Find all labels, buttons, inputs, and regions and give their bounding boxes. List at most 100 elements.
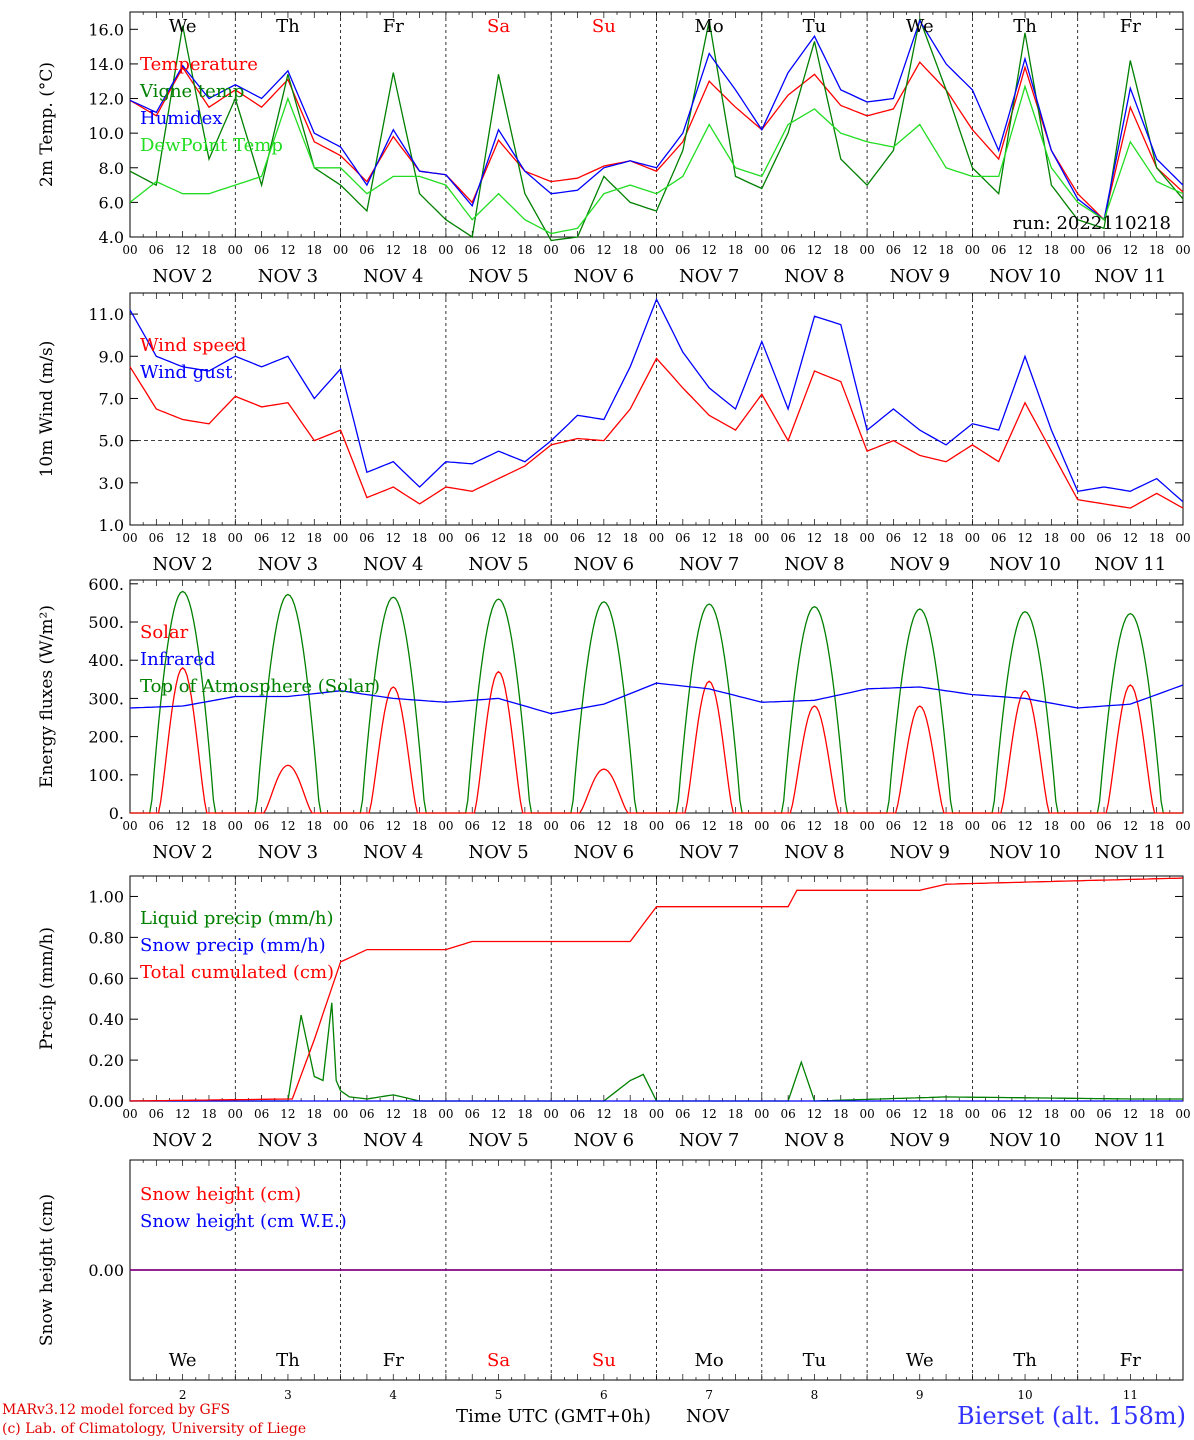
hour-tick-label: 06	[570, 243, 585, 257]
date-label: NOV 2	[152, 266, 212, 287]
legend-entry: Wind speed	[140, 335, 246, 356]
day-abbr: We	[169, 16, 197, 37]
hour-tick-label: 00	[438, 531, 453, 545]
hour-tick-label: 06	[570, 1107, 585, 1121]
hour-tick-label: 18	[201, 1107, 216, 1121]
hour-tick-label: 06	[359, 1107, 374, 1121]
hour-tick-label: 06	[149, 819, 164, 833]
hour-tick-label: 00	[965, 1107, 980, 1121]
hour-tick-label: 00	[438, 819, 453, 833]
day-number: 7	[705, 1388, 713, 1402]
hour-tick-label: 18	[833, 819, 848, 833]
date-label: NOV 5	[468, 842, 528, 863]
hour-tick-label: 12	[702, 531, 717, 545]
hour-tick-label: 06	[675, 243, 690, 257]
hour-tick-label: 06	[991, 531, 1006, 545]
day-abbr: Th	[1013, 16, 1037, 37]
day-abbr: Fr	[1120, 16, 1141, 37]
panel-4: 0.00 0.20 0.40 0.60 0.80 1.00 Precip (mm/h) 00 0…	[37, 875, 1191, 1151]
time-axis-title: Time UTC (GMT+0h)	[456, 1406, 651, 1427]
hour-tick-label: 00	[438, 1107, 453, 1121]
hour-tick-label: 06	[359, 531, 374, 545]
date-label: NOV 6	[574, 842, 634, 863]
date-label: NOV 4	[363, 266, 423, 287]
date-label: NOV 3	[258, 842, 318, 863]
date-label: NOV 5	[468, 554, 528, 575]
legend-entry: Snow precip (mm/h)	[140, 935, 326, 956]
hour-tick-label: 18	[517, 531, 532, 545]
hour-tick-label: 12	[386, 243, 401, 257]
y-tick-label: 0.60	[88, 969, 124, 988]
hour-tick-label: 12	[1123, 819, 1138, 833]
hour-tick-label: 06	[254, 819, 269, 833]
hour-tick-label: 06	[1096, 819, 1111, 833]
hour-tick-label: 00	[1175, 531, 1190, 545]
hour-tick-label: 06	[780, 1107, 795, 1121]
hour-tick-label: 18	[201, 243, 216, 257]
hour-tick-label: 18	[728, 531, 743, 545]
hour-tick-label: 12	[280, 819, 295, 833]
hour-tick-label: 00	[1070, 531, 1085, 545]
hour-tick-label: 18	[201, 819, 216, 833]
hour-tick-label: 00	[859, 1107, 874, 1121]
day-abbr-bottom: Mo	[695, 1350, 724, 1371]
y-tick-label: 8.0	[99, 159, 124, 178]
y-tick-label: 10.0	[88, 124, 124, 143]
day-abbr: Sa	[487, 16, 510, 37]
panel-1: 4.0 6.0 8.0 10.0 12.0 14.0 16.0 2m Temp. (°C) 00…	[37, 11, 1191, 287]
series-infrared	[129, 682, 1184, 715]
hour-tick-label: 00	[1175, 819, 1190, 833]
day-abbr: Th	[276, 16, 300, 37]
day-abbr-bottom: Th	[276, 1350, 300, 1371]
date-label: NOV 2	[152, 842, 212, 863]
run-label: run: 2022110218	[1013, 213, 1171, 234]
hour-tick-label: 06	[465, 819, 480, 833]
hour-tick-label: 06	[359, 819, 374, 833]
day-number: 6	[600, 1388, 608, 1402]
hour-tick-label: 00	[544, 819, 559, 833]
hour-tick-label: 18	[412, 243, 427, 257]
hour-tick-label: 18	[1149, 819, 1164, 833]
station-name: Bierset (alt. 158m)	[957, 1402, 1186, 1430]
y-tick-label: 300.	[88, 689, 124, 708]
hour-tick-label: 00	[333, 819, 348, 833]
hour-tick-label: 12	[491, 819, 506, 833]
legend-entry: Top of Atmosphere (Solar)	[140, 676, 380, 697]
y-axis-title: Snow height (cm)	[37, 1194, 57, 1346]
y-tick-label: 4.0	[99, 228, 124, 247]
day-abbr-bottom: Th	[1013, 1350, 1037, 1371]
hour-tick-label: 18	[517, 1107, 532, 1121]
hour-tick-label: 06	[465, 531, 480, 545]
day-abbr: Fr	[383, 16, 404, 37]
y-tick-label: 12.0	[88, 90, 124, 109]
series-dewpoint-temp	[129, 84, 1184, 235]
panel-2: 1.0 3.0 5.0 7.0 9.0 11.0 10m Wind (m/s) 00 06 12 1…	[37, 292, 1191, 575]
hour-tick-label: 18	[1149, 243, 1164, 257]
hour-tick-label: 00	[754, 243, 769, 257]
y-axis-title: 10m Wind (m/s)	[37, 341, 57, 478]
date-label: NOV 6	[574, 266, 634, 287]
hour-tick-label: 12	[807, 1107, 822, 1121]
legend-entry: Snow height (cm W.E.)	[140, 1211, 347, 1232]
hour-tick-label: 06	[254, 1107, 269, 1121]
y-tick-label: 16.0	[88, 20, 124, 39]
y-tick-label: 6.0	[99, 193, 124, 212]
hour-tick-label: 12	[1017, 243, 1032, 257]
panel-frame	[129, 11, 1184, 238]
series-wind-speed	[129, 357, 1184, 509]
y-tick-label: 0.00	[88, 1261, 124, 1280]
hour-tick-label: 18	[623, 243, 638, 257]
hour-tick-label: 06	[780, 819, 795, 833]
hour-tick-label: 00	[1175, 243, 1190, 257]
hour-tick-label: 00	[122, 243, 137, 257]
hour-tick-label: 00	[1070, 819, 1085, 833]
hour-tick-label: 12	[386, 819, 401, 833]
hour-tick-label: 06	[254, 531, 269, 545]
hour-tick-label: 18	[938, 531, 953, 545]
hour-tick-label: 12	[807, 819, 822, 833]
y-tick-label: 0.00	[88, 1092, 124, 1111]
hour-tick-label: 12	[1017, 531, 1032, 545]
hour-tick-label: 00	[1070, 243, 1085, 257]
hour-tick-label: 12	[1017, 1107, 1032, 1121]
